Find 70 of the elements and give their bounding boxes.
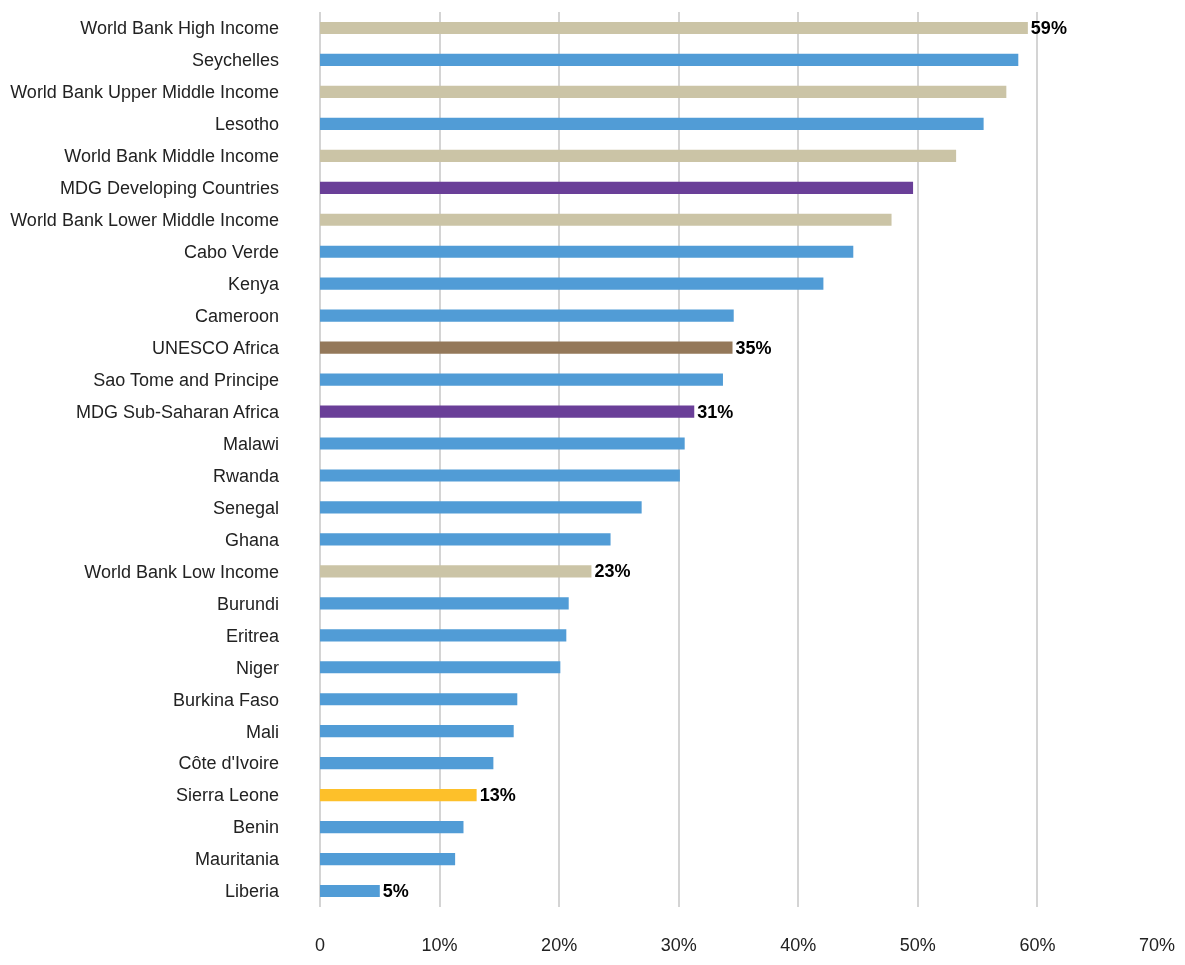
bar bbox=[320, 852, 456, 866]
y-tick-label: Seychelles bbox=[191, 50, 279, 71]
y-tick-label: Côte d'Ivoire bbox=[178, 753, 279, 774]
bar bbox=[320, 884, 380, 898]
bar bbox=[320, 277, 824, 290]
bar bbox=[320, 117, 984, 130]
y-tick-label: Benin bbox=[232, 817, 279, 838]
x-tick-label: 30% bbox=[660, 935, 697, 955]
y-tick-label: Malawi bbox=[222, 433, 279, 454]
y-tick-label: Burkina Faso bbox=[172, 689, 279, 710]
data-label: 35% bbox=[735, 337, 772, 358]
data-label: 23% bbox=[594, 561, 631, 582]
data-label: 31% bbox=[697, 401, 734, 422]
bar bbox=[320, 53, 1019, 67]
bar bbox=[320, 149, 957, 162]
x-tick-label: 10% bbox=[421, 935, 458, 955]
bar bbox=[320, 533, 611, 546]
y-tick-label: Cameroon bbox=[194, 305, 279, 326]
y-tick-label: Senegal bbox=[212, 497, 279, 518]
bar bbox=[320, 309, 734, 322]
y-tick-label: Eritrea bbox=[225, 625, 280, 646]
x-tick-label: 40% bbox=[780, 935, 817, 955]
data-label: 13% bbox=[479, 785, 516, 806]
y-tick-label: Sierra Leone bbox=[175, 785, 279, 806]
bar bbox=[320, 373, 723, 386]
bar bbox=[320, 725, 514, 738]
bar bbox=[320, 757, 494, 770]
y-tick-label: Ghana bbox=[224, 529, 280, 550]
bar bbox=[320, 469, 680, 482]
y-tick-label: Cabo Verde bbox=[183, 242, 279, 263]
bar bbox=[320, 405, 695, 418]
bar bbox=[320, 341, 733, 354]
bar bbox=[320, 821, 464, 834]
y-tick-label: Rwanda bbox=[212, 465, 280, 486]
y-tick-label: World Bank Upper Middle Income bbox=[10, 82, 279, 103]
y-tick-label: MDG Developing Countries bbox=[59, 178, 279, 199]
y-tick-label: Sao Tome and Principe bbox=[93, 369, 279, 390]
y-tick-label: Burundi bbox=[216, 593, 279, 614]
y-tick-label: World Bank High Income bbox=[80, 18, 279, 39]
y-tick-label: MDG Sub-Saharan Africa bbox=[75, 401, 280, 422]
bar bbox=[320, 693, 518, 706]
bar bbox=[320, 661, 561, 674]
y-tick-label: Mauritania bbox=[194, 849, 280, 870]
x-tick-label: 70% bbox=[1138, 935, 1176, 955]
y-tick-label: Mali bbox=[245, 721, 279, 742]
x-tick-label: 20% bbox=[541, 935, 578, 955]
y-tick-label: Kenya bbox=[227, 274, 280, 294]
x-tick-label: 50% bbox=[899, 935, 936, 955]
bar bbox=[320, 597, 569, 610]
y-tick-label: World Bank Middle Income bbox=[64, 146, 279, 167]
x-tick-label: 0 bbox=[314, 935, 326, 955]
data-label: 59% bbox=[1030, 17, 1067, 38]
y-tick-label: Niger bbox=[235, 657, 279, 678]
y-tick-label: Lesotho bbox=[214, 114, 279, 135]
bar bbox=[320, 21, 1028, 35]
y-tick-label: UNESCO Africa bbox=[151, 337, 280, 358]
bar bbox=[320, 565, 592, 578]
bar bbox=[320, 629, 567, 642]
bar bbox=[320, 245, 854, 258]
bar bbox=[320, 501, 642, 514]
y-tick-label: World Bank Lower Middle Income bbox=[10, 210, 279, 231]
bar bbox=[320, 789, 477, 802]
bar bbox=[320, 85, 1007, 98]
bar bbox=[320, 181, 914, 194]
bar bbox=[320, 437, 685, 450]
x-tick-label: 60% bbox=[1019, 935, 1056, 955]
data-label: 5% bbox=[382, 881, 409, 902]
y-tick-label: Liberia bbox=[224, 881, 280, 902]
bar bbox=[320, 213, 892, 226]
y-tick-label: World Bank Low Income bbox=[84, 561, 279, 582]
